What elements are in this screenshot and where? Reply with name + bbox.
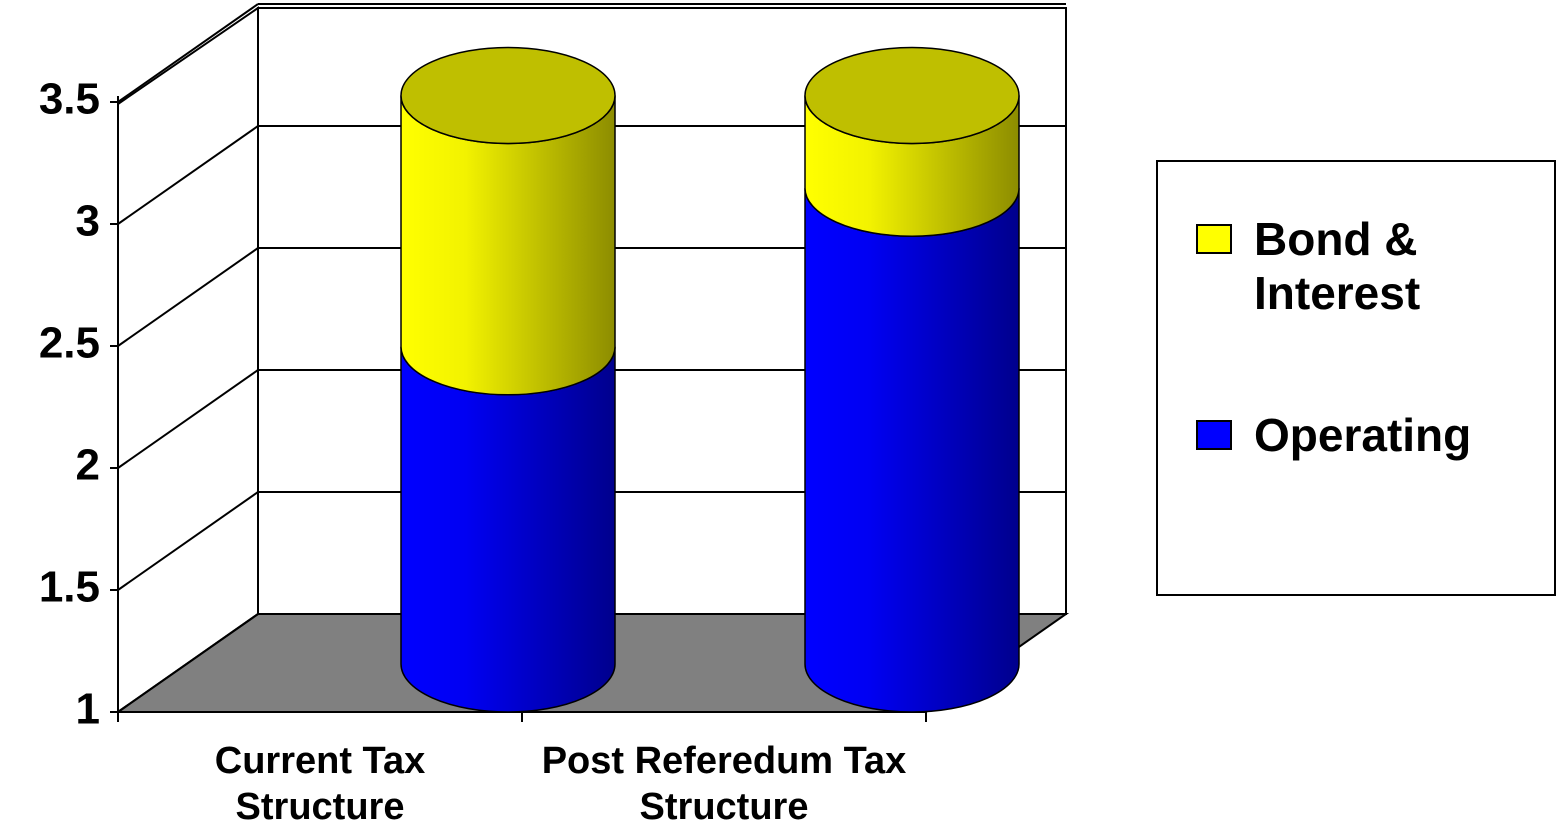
bar-shade (805, 188, 1019, 712)
grid-line (117, 613, 259, 713)
y-tick-label: 3.5 (39, 75, 100, 124)
grid-line (117, 491, 259, 591)
legend-swatch (1196, 224, 1232, 254)
bar-top (400, 46, 616, 145)
side-wall (117, 6, 259, 714)
bar-top-shade (805, 47, 1019, 144)
bar-top-shade (401, 47, 615, 144)
bar-shade (401, 95, 615, 395)
legend-label: Bond & Interest (1254, 213, 1421, 319)
legend-item: Bond & Interest (1196, 212, 1536, 320)
y-tick-label: 3 (76, 197, 100, 246)
y-tick-label: 1 (76, 685, 100, 734)
grid-line (117, 369, 259, 469)
y-tick-label: 2 (76, 441, 100, 490)
legend-label: Operating (1254, 409, 1472, 461)
grid-line (117, 3, 259, 103)
grid-line (117, 125, 259, 225)
bar-shade (401, 346, 615, 712)
legend-swatch (1196, 420, 1232, 450)
x-tick-label: Current Tax Structure (214, 740, 426, 828)
legend: Bond & Interest Operating (1156, 160, 1556, 596)
grid-line (117, 247, 259, 347)
bar-shade (805, 95, 1019, 237)
x-tick-label: Post Referedum Tax Structure (541, 740, 907, 828)
y-tick-label: 1.5 (39, 563, 100, 612)
bars (400, 46, 1020, 713)
legend-item: Operating (1196, 408, 1536, 462)
bar-top (804, 46, 1020, 145)
y-tick-label: 2.5 (39, 319, 100, 368)
